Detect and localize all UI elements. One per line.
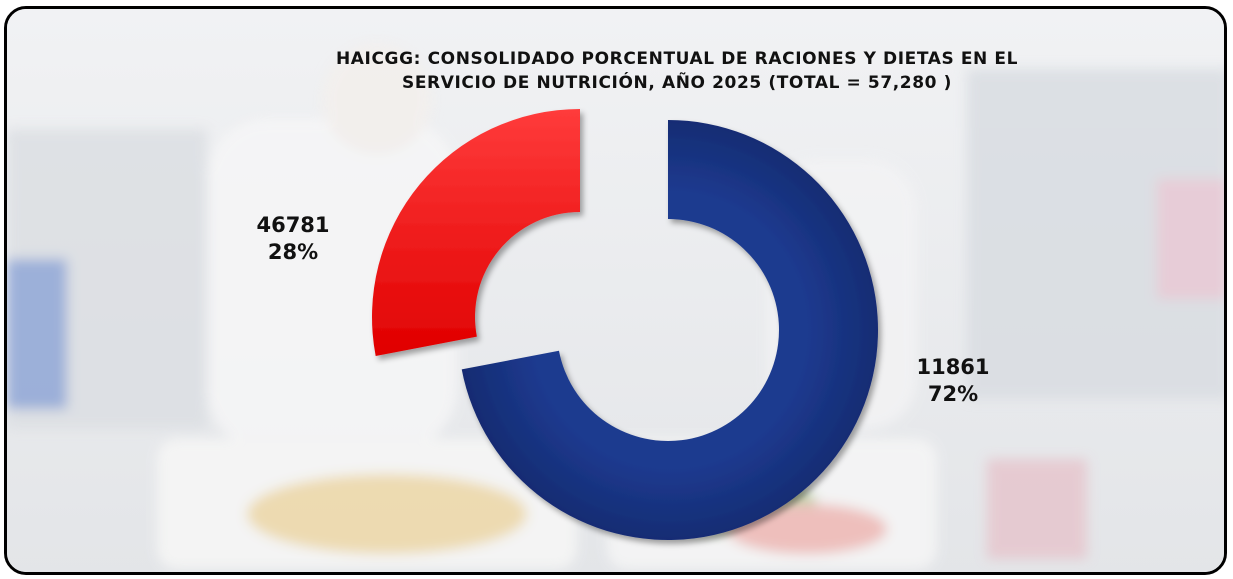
slice-value-label-blue: 11861	[893, 354, 1013, 381]
slice-percent-label-blue: 72%	[893, 381, 1013, 408]
slice-percent-label-red: 28%	[238, 239, 348, 266]
slice-value-label-red: 46781	[238, 212, 348, 239]
slice-red	[372, 109, 580, 356]
slice-label-blue: 11861 72%	[893, 354, 1013, 408]
slice-label-red: 46781 28%	[238, 212, 348, 266]
